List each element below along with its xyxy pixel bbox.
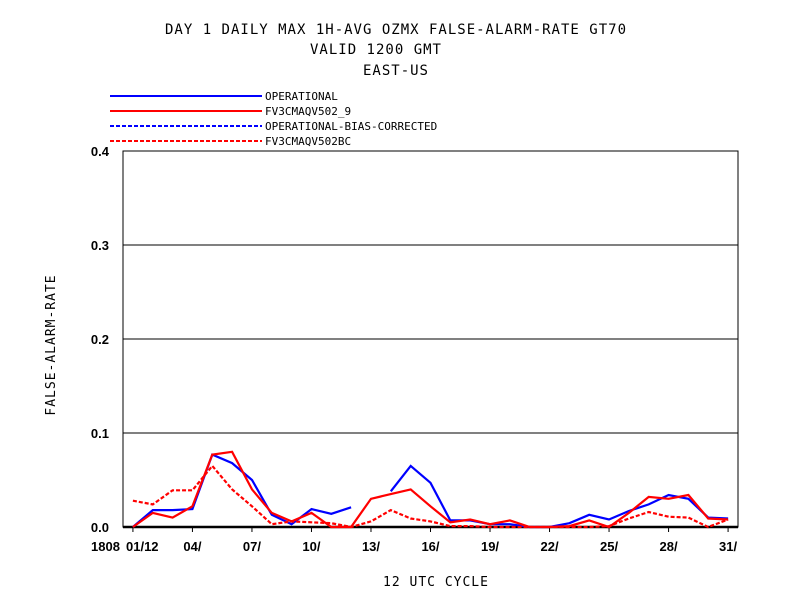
y-tick-label: 0.3 xyxy=(91,238,109,253)
x-tick-label: 1808 xyxy=(91,539,120,554)
x-axis-label: 12 UTC CYCLE xyxy=(383,575,489,590)
x-tick-label: 13/ xyxy=(362,539,380,554)
y-tick-label: 0.0 xyxy=(91,520,109,535)
x-tick-label: 19/ xyxy=(481,539,499,554)
x-tick-label: 07/ xyxy=(243,539,261,554)
legend-entry: FV3CMAQV502BC xyxy=(265,135,351,148)
legend-entry: FV3CMAQV502_9 xyxy=(265,105,351,118)
series-line xyxy=(389,464,729,529)
chart-subtitle: VALID 1200 GMT xyxy=(309,42,442,58)
y-tick-label: 0.2 xyxy=(91,332,109,347)
legend-entry: OPERATIONAL xyxy=(265,90,338,103)
y-tick-label: 0.4 xyxy=(91,144,110,159)
series-line xyxy=(132,450,729,529)
chart-region: EAST-US xyxy=(362,63,429,79)
series-line xyxy=(132,464,729,529)
y-tick-label: 0.1 xyxy=(91,426,109,441)
x-tick-label: 04/ xyxy=(183,539,201,554)
chart-title: DAY 1 DAILY MAX 1H-AVG OZMX FALSE-ALARM-… xyxy=(164,22,627,38)
x-tick-label: 10/ xyxy=(302,539,320,554)
y-axis-label: FALSE-ALARM-RATE xyxy=(44,274,59,415)
x-tick-label: 01/12 xyxy=(126,539,159,554)
x-tick-label: 16/ xyxy=(421,539,439,554)
x-tick-label: 25/ xyxy=(600,539,618,554)
x-tick-label: 28/ xyxy=(660,539,678,554)
x-tick-label: 22/ xyxy=(540,539,558,554)
legend-entry: OPERATIONAL-BIAS-CORRECTED xyxy=(265,120,437,133)
x-tick-label: 31/ xyxy=(719,539,737,554)
